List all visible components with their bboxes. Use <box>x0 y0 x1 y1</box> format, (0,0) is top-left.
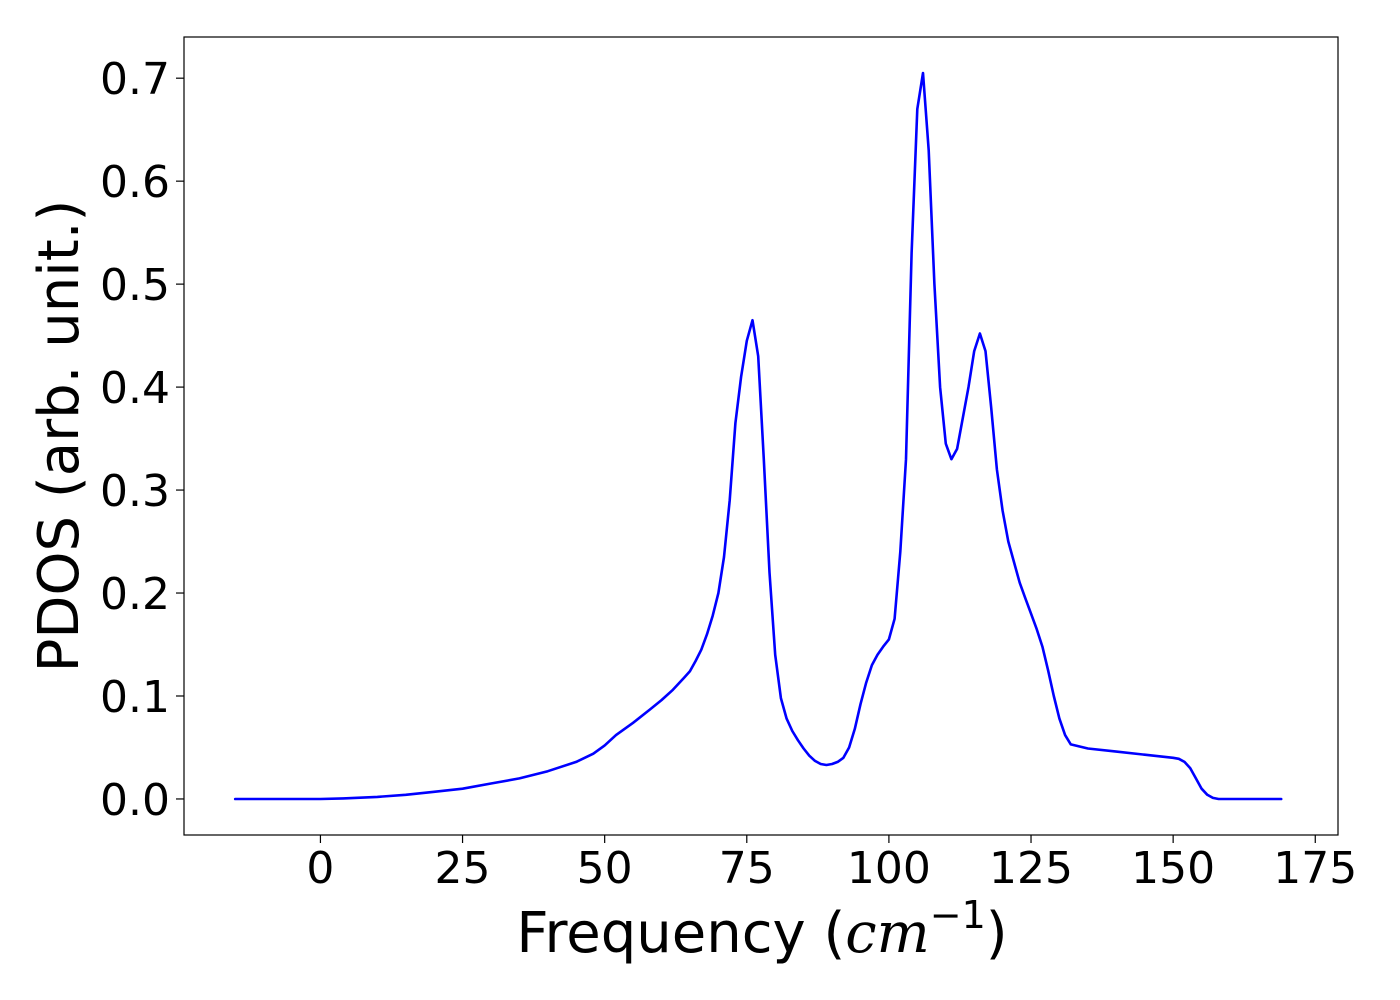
x-axis-ticks: 0 25 50 75 100 125 150 175 <box>306 835 1357 894</box>
x-axis-title-close: ) <box>986 901 1008 966</box>
x-tick-label: 175 <box>1273 843 1357 894</box>
x-tick-label: 150 <box>1131 843 1215 894</box>
y-tick-label: 0.6 <box>100 157 170 208</box>
y-tick-label: 0.5 <box>100 260 170 311</box>
y-tick-label: 0.0 <box>100 775 170 826</box>
x-axis-title-exponent: −1 <box>930 893 986 937</box>
y-axis-title: PDOS (arb. unit.) <box>27 200 92 673</box>
x-axis-title: Frequency (cm−1) <box>516 893 1007 966</box>
x-tick-label: 50 <box>577 843 633 894</box>
x-tick-label: 125 <box>989 843 1073 894</box>
y-tick-label: 0.1 <box>100 672 170 723</box>
x-axis-title-text: Frequency ( <box>516 901 845 966</box>
plot-area-frame <box>183 36 1339 836</box>
x-tick-label: 100 <box>847 843 931 894</box>
x-tick-label: 75 <box>719 843 775 894</box>
x-tick-label: 25 <box>435 843 491 894</box>
series-layer <box>233 71 1283 801</box>
x-axis-title-unit: cm <box>845 901 929 966</box>
y-axis-ticks: 0.0 0.1 0.2 0.3 0.4 0.5 0.6 0.7 <box>100 54 184 826</box>
x-tick-label: 0 <box>306 843 334 894</box>
y-tick-label: 0.2 <box>100 569 170 620</box>
pdos-series-line <box>233 71 1283 801</box>
y-tick-label: 0.3 <box>100 466 170 517</box>
y-tick-label: 0.4 <box>100 363 170 414</box>
y-tick-label: 0.7 <box>100 54 170 105</box>
